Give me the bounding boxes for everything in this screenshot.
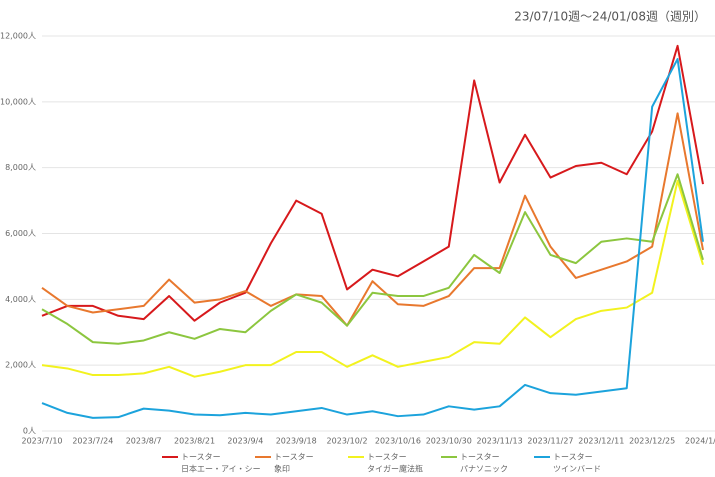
legend-label: トースター — [460, 453, 500, 462]
x-tick-label: 2023/10/30 — [426, 437, 472, 446]
series-line — [41, 173, 704, 345]
x-tick-label: 2023/10/2 — [327, 437, 368, 446]
x-tick-label: 2023/9/4 — [227, 437, 263, 446]
series-line — [41, 179, 704, 378]
y-tick-label: 10,000人 — [0, 97, 36, 106]
legend-maker: パナソニック — [460, 465, 508, 474]
legend-label: トースター — [553, 453, 593, 462]
x-tick-label: 2023/9/18 — [276, 437, 317, 446]
legend-label: トースター — [181, 453, 221, 462]
legend-maker: 日本エー・アイ・シー — [181, 464, 261, 474]
legend-maker: タイガー魔法瓶 — [367, 464, 423, 474]
x-tick-label: 2023/8/21 — [174, 437, 215, 446]
x-tick-label: 2023/10/16 — [375, 437, 421, 446]
chart-title: 23/07/10週〜24/01/08週（週別） — [514, 10, 706, 24]
y-tick-label: 2,000人 — [5, 361, 36, 370]
y-tick-label: 0人 — [23, 427, 36, 436]
legend-label: トースター — [367, 453, 407, 462]
x-tick-label: 2023/12/11 — [578, 437, 624, 446]
series-line — [41, 58, 704, 419]
x-tick-label: 2023/12/25 — [629, 437, 675, 446]
series-line — [41, 44, 704, 322]
legend-maker: 象印 — [274, 464, 290, 474]
y-tick-label: 4,000人 — [5, 295, 36, 304]
x-tick-label: 2023/11/27 — [527, 437, 573, 446]
x-tick-label: 2024/1/8 — [685, 437, 715, 446]
legend-label: トースター — [274, 453, 314, 462]
x-tick-label: 2023/8/7 — [126, 437, 162, 446]
series-line — [41, 112, 704, 327]
y-tick-label: 8,000人 — [5, 163, 36, 172]
x-tick-label: 2023/11/13 — [477, 437, 523, 446]
x-tick-label: 2023/7/10 — [21, 437, 62, 446]
y-tick-label: 12,000人 — [0, 32, 36, 41]
y-tick-label: 6,000人 — [5, 229, 36, 238]
x-tick-label: 2023/7/24 — [72, 437, 113, 446]
legend-maker: ツインバード — [553, 465, 601, 474]
